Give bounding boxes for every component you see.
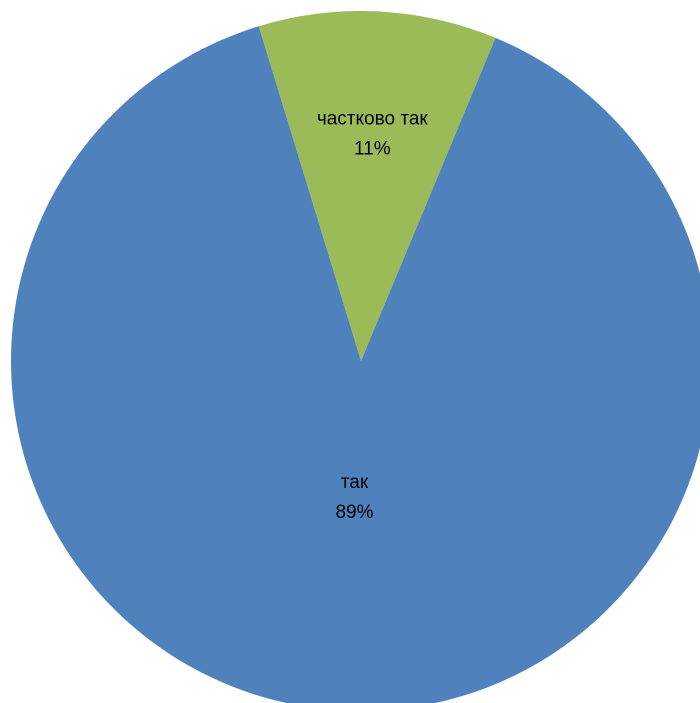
- data-label-tak: так 89%: [335, 472, 373, 523]
- data-label-category: так: [341, 472, 369, 493]
- pie-slice-chastkovo-tak: [258, 10, 496, 361]
- data-label-percent: 89%: [335, 502, 373, 523]
- data-label-percent: 11%: [354, 138, 391, 159]
- data-label-category: частково так: [317, 108, 429, 129]
- pie-slices: [11, 10, 700, 703]
- pie-labels: частково так 11% так 89%: [317, 108, 429, 523]
- data-label-chastkovo-tak: частково так 11%: [317, 108, 429, 159]
- pie-slice-tak: [11, 26, 700, 703]
